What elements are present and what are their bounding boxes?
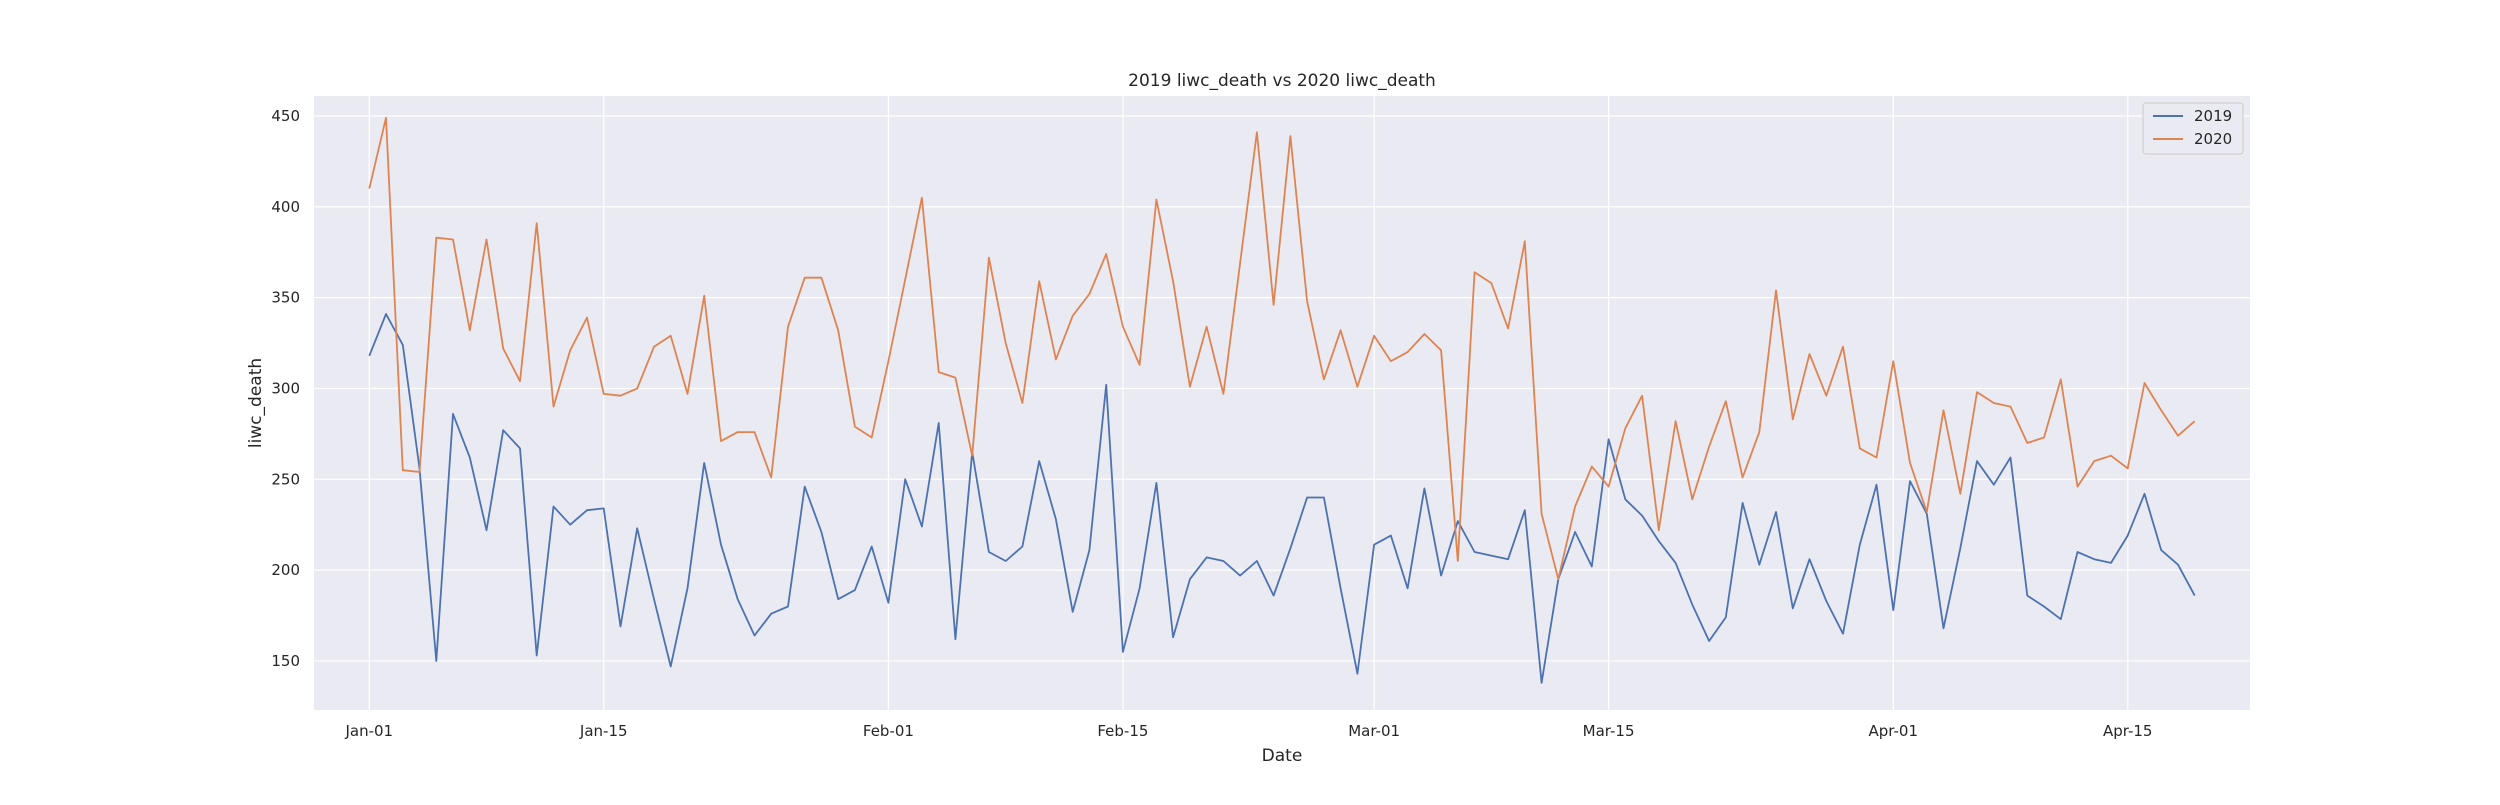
x-axis-label: Date xyxy=(1262,746,1303,766)
x-tick-label: Apr-15 xyxy=(2103,722,2153,740)
y-tick-label: 300 xyxy=(271,379,300,397)
series-line-2019 xyxy=(368,313,2196,684)
x-tick-label: Feb-15 xyxy=(1097,722,1148,740)
tick-labels: 150 200 250 300 350 400 450 Jan-01 Jan-15 Feb-01 F… xyxy=(271,107,2152,740)
x-tick-label: Jan-01 xyxy=(344,722,393,740)
series-line-2020 xyxy=(368,116,2196,581)
legend-label-2019: 2019 xyxy=(2194,107,2232,125)
series-lines xyxy=(368,116,2196,684)
x-tick-label: Mar-01 xyxy=(1348,722,1400,740)
y-tick-label: 350 xyxy=(271,289,300,307)
legend-label-2020: 2020 xyxy=(2194,130,2232,148)
y-tick-label: 250 xyxy=(271,470,300,488)
y-tick-label: 450 xyxy=(271,107,300,125)
x-tick-label: Jan-15 xyxy=(579,722,628,740)
chart-title: 2019 liwc_death vs 2020 liwc_death xyxy=(1128,71,1436,91)
y-tick-label: 200 xyxy=(271,561,300,579)
x-tick-label: Apr-01 xyxy=(1869,722,1919,740)
plot-background xyxy=(314,96,2250,710)
y-tick-label: 150 xyxy=(271,652,300,670)
x-tick-label: Mar-15 xyxy=(1583,722,1635,740)
x-tick-label: Feb-01 xyxy=(863,722,914,740)
legend: 2019 2020 xyxy=(2142,102,2244,155)
y-tick-label: 400 xyxy=(271,198,300,216)
y-axis-label: liwc_death xyxy=(246,358,266,448)
